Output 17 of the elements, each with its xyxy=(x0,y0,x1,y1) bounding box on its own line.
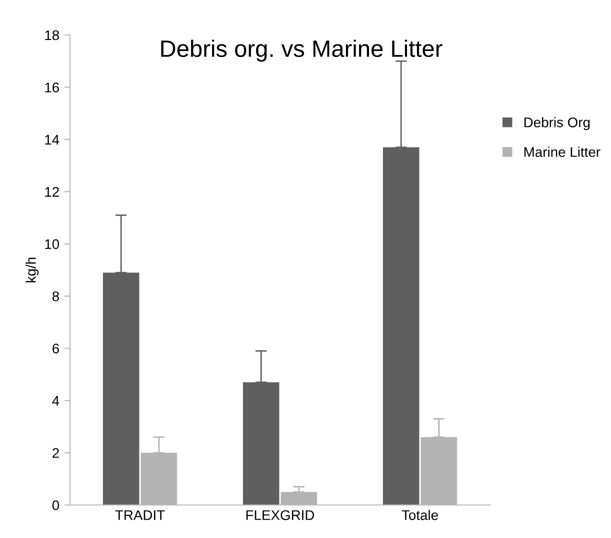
x-tick-label: Totale xyxy=(402,510,438,520)
legend-label: Marine Litter xyxy=(524,146,600,157)
x-tick-label: TRADIT xyxy=(115,510,165,520)
y-tick-label: 14 xyxy=(45,134,60,144)
legend-label: Debris Org xyxy=(524,117,590,130)
y-tick-label: 16 xyxy=(45,82,59,92)
y-tick-label: 0 xyxy=(52,500,60,510)
y-axis-title: kg/h xyxy=(26,258,39,282)
chart-title: Debris org. vs Marine Litter xyxy=(161,40,442,62)
y-tick-label: 10 xyxy=(45,239,60,250)
y-tick-label: 8 xyxy=(52,291,59,302)
y-tick-label: 4 xyxy=(52,396,60,406)
y-tick-label: 2 xyxy=(52,448,59,458)
x-tick-label: FLEXGRID xyxy=(246,510,314,520)
y-tick-label: 18 xyxy=(45,30,59,40)
y-tick-label: 12 xyxy=(45,187,59,197)
y-tick-label: 6 xyxy=(52,344,59,354)
